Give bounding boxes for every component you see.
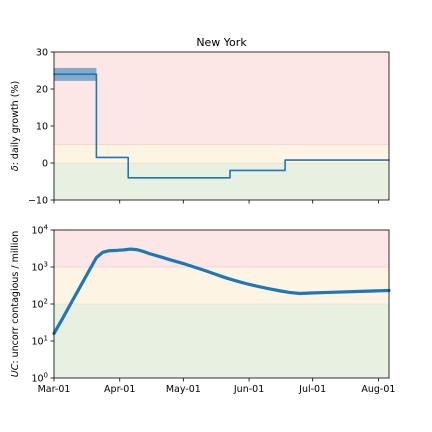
- contagious-y-ticks: 100 101 102 103 104: [31, 223, 54, 384]
- zone-green: [54, 163, 389, 200]
- y-tick-label: 100: [31, 371, 48, 384]
- zone-red: [54, 230, 389, 267]
- y-tick-label: 20: [36, 84, 48, 95]
- x-tick-label: Apr-01: [104, 384, 135, 395]
- contagious-zone-bands: [54, 230, 389, 378]
- zone-green: [54, 304, 389, 378]
- growth-zone-bands: [54, 52, 389, 200]
- contagious-chart: 100 101 102 103 104 Mar-01 Apr-01 May-01 Jun-01…: [10, 223, 395, 395]
- growth-y-axis-label-rest: : daily growth (%): [10, 81, 21, 166]
- zone-red: [54, 52, 389, 145]
- y-tick-label: 30: [36, 47, 48, 58]
- growth-x-ticks: [53, 200, 379, 204]
- y-tick-label: 104: [31, 223, 48, 236]
- chart-title: New York: [196, 36, 247, 49]
- x-tick-label: Jul-01: [298, 384, 326, 395]
- growth-chart: −10 0 10 20 30 New York δ: daily growth (%): [10, 36, 390, 206]
- y-tick-label: −10: [28, 195, 48, 206]
- contagious-y-axis-label: UC: uncorr contagious / million: [10, 231, 21, 378]
- x-tick-label: Aug-01: [361, 384, 395, 395]
- growth-series-line: [53, 73, 390, 179]
- y-tick-label: 10: [36, 121, 48, 132]
- contagious-series-group: [52, 247, 391, 336]
- growth-y-axis-label-symbol: δ: [10, 165, 21, 171]
- x-tick-label: Mar-01: [38, 384, 71, 395]
- y-tick-label: 103: [31, 260, 48, 273]
- growth-series-group: [53, 73, 390, 179]
- x-tick-label: Jun-01: [233, 384, 264, 395]
- y-tick-label: 0: [42, 158, 48, 169]
- contagious-y-axis-label-rest: : uncorr contagious / million: [10, 231, 21, 364]
- zone-yellow: [54, 267, 389, 304]
- y-tick-label: 102: [31, 297, 48, 310]
- growth-y-axis-label: δ: daily growth (%): [10, 81, 21, 171]
- growth-y-ticks: −10 0 10 20 30: [28, 47, 54, 206]
- contagious-y-axis-label-symbol: UC: [10, 363, 21, 377]
- contagious-series-line: [52, 247, 391, 336]
- y-tick-label: 101: [31, 334, 48, 347]
- x-tick-label: May-01: [166, 384, 201, 395]
- contagious-x-ticks: Mar-01 Apr-01 May-01 Jun-01 Jul-01 Aug-01: [38, 378, 395, 395]
- zone-yellow: [54, 144, 389, 163]
